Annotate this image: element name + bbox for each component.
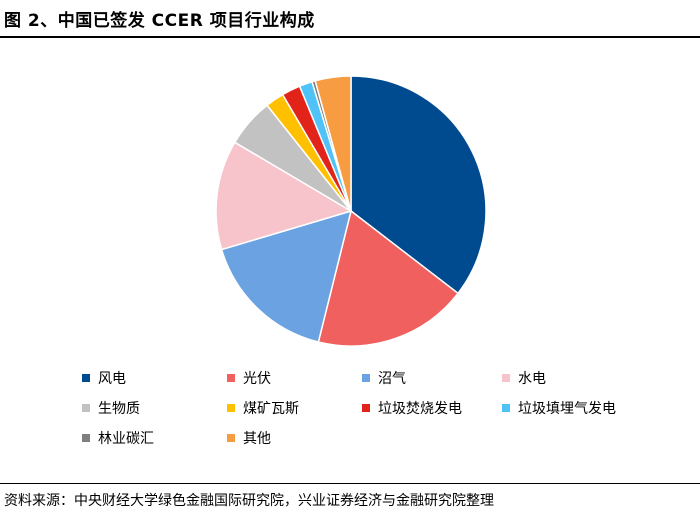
pie-slice-3: [220, 209, 353, 343]
legend-swatch: [362, 404, 370, 412]
chart-legend: 风电 光伏 沼气 水电生物质 煤矿瓦斯 垃圾焚烧发电 垃圾填埋气发电林业碳汇 其他: [82, 368, 682, 448]
legend-label: 垃圾焚烧发电: [378, 401, 462, 417]
title-divider: [0, 36, 700, 38]
legend-label: 沼气: [378, 371, 406, 387]
legend-item: 光伏: [227, 368, 362, 388]
legend-label: 水电: [518, 371, 546, 387]
legend-label: 垃圾填埋气发电: [518, 401, 616, 417]
legend-item: 垃圾填埋气发电: [502, 398, 662, 418]
legend-swatch: [82, 374, 90, 382]
pie-slice-1: [350, 75, 487, 295]
source-divider: [0, 483, 700, 484]
legend-label: 风电: [98, 371, 126, 387]
legend-swatch: [82, 434, 90, 442]
legend-item: 生物质: [82, 398, 227, 418]
legend-item: 其他: [227, 428, 362, 448]
legend-item: 风电: [82, 368, 227, 388]
legend-swatch: [227, 374, 235, 382]
legend-label: 生物质: [98, 401, 140, 417]
legend-swatch: [227, 434, 235, 442]
legend-item: 水电: [502, 368, 662, 388]
legend-item: 沼气: [362, 368, 502, 388]
pie-chart: [215, 75, 487, 347]
legend-swatch: [502, 374, 510, 382]
figure-title: 图 2、中国已签发 CCER 项目行业构成: [4, 11, 315, 31]
pie-slice-2: [317, 209, 460, 347]
legend-item: 林业碳汇: [82, 428, 227, 448]
legend-label: 光伏: [243, 371, 271, 387]
legend-swatch: [82, 404, 90, 412]
legend-item: 垃圾焚烧发电: [362, 398, 502, 418]
legend-label: 其他: [243, 431, 271, 447]
legend-swatch: [502, 404, 510, 412]
source-note: 资料来源：中央财经大学绿色金融国际研究院，兴业证券经济与金融研究院整理: [4, 493, 494, 509]
legend-label: 煤矿瓦斯: [243, 401, 299, 417]
legend-label: 林业碳汇: [98, 431, 154, 447]
pie-slice-10: [314, 75, 352, 212]
legend-item: 煤矿瓦斯: [227, 398, 362, 418]
pie-slice-4: [215, 141, 353, 251]
legend-swatch: [227, 404, 235, 412]
legend-swatch: [362, 374, 370, 382]
